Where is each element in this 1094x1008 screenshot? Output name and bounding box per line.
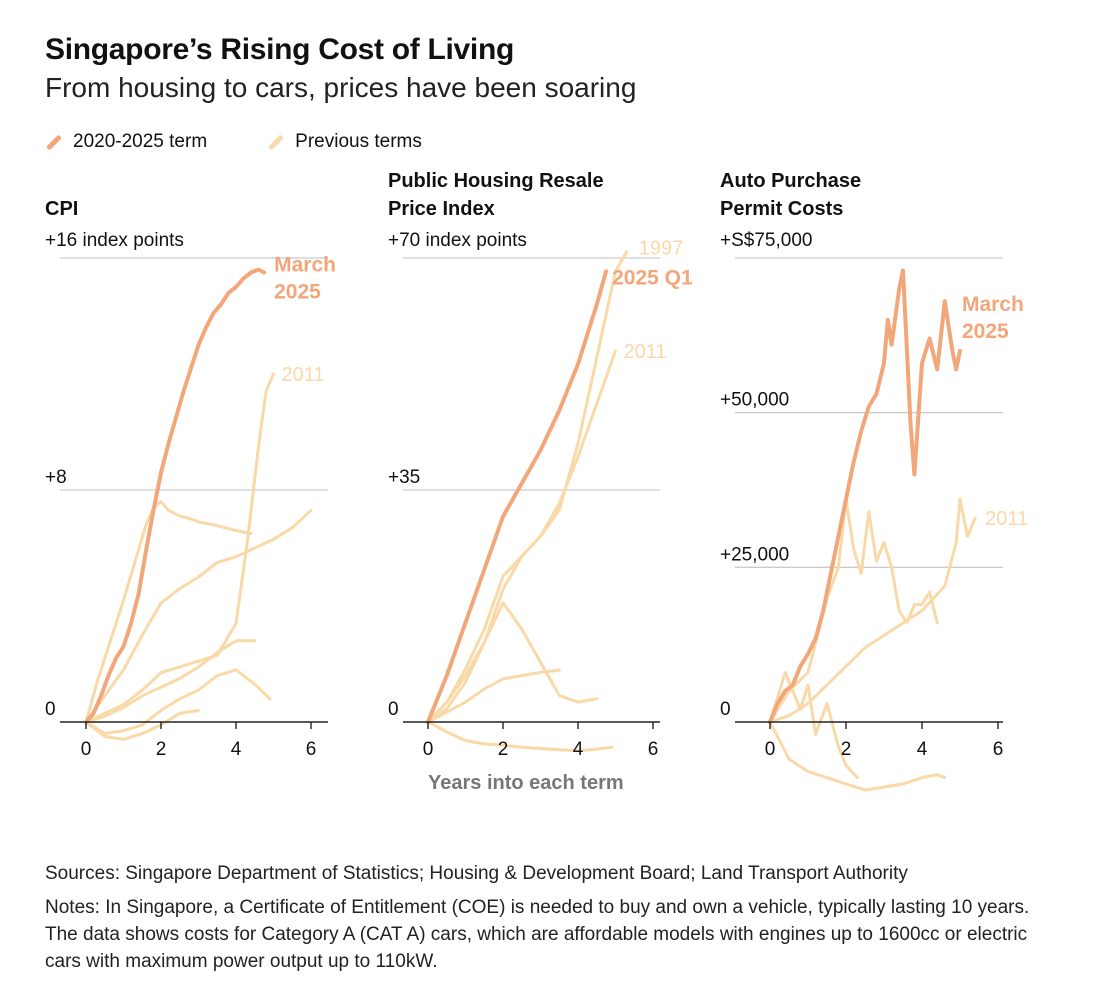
series-line-previous [426, 349, 617, 724]
sources-note: Sources: Singapore Department of Statist… [45, 863, 908, 884]
panel-unit-coe: +S$75,000 [720, 230, 813, 251]
x-tick-label: 2 [156, 739, 167, 760]
panel-title-cpi: CPI [45, 198, 79, 220]
x-tick-label: 2 [841, 739, 852, 760]
y-tick-label: 0 [720, 699, 731, 720]
series-line-current [84, 267, 267, 724]
annotation-label: March 2025 [962, 293, 1024, 343]
annotation-label: 1997 [639, 237, 684, 259]
series-line-previous [426, 249, 629, 724]
y-tick-label: 0 [388, 699, 399, 720]
y-tick-label: +35 [388, 467, 420, 488]
y-tick-label: +50,000 [720, 390, 789, 411]
series-line-current [426, 269, 609, 724]
series-line-previous [768, 497, 939, 724]
y-tick-label: 0 [45, 699, 56, 720]
series-line-previous [84, 508, 313, 724]
x-tick-label: 2 [498, 739, 509, 760]
x-tick-label: 6 [306, 739, 317, 760]
x-tick-label: 0 [423, 739, 434, 760]
x-axis-caption: Years into each term [428, 772, 624, 794]
series-line-previous [84, 639, 257, 724]
series-line-previous [84, 500, 253, 724]
annotation-label: 2011 [985, 508, 1028, 530]
panel-2: 0 +25,000 +50,000 0 2 4 6 March 2025 2011 [720, 257, 1028, 792]
series-line-previous [768, 497, 977, 724]
series-line-previous [84, 668, 272, 736]
legend-label-current: 2020-2025 term [73, 131, 208, 152]
legend-label-previous: Previous terms [295, 131, 422, 152]
series-line-previous [768, 720, 947, 792]
legend-item-previous: Previous terms [267, 131, 422, 153]
annotation-label: 2011 [624, 341, 667, 363]
notes-text: Notes: In Singapore, a Certificate of En… [45, 897, 1030, 972]
chart-title: Singapore’s Rising Cost of Living [45, 33, 515, 66]
series-line-current [768, 268, 962, 724]
annotation-label: March 2025 [274, 254, 336, 304]
x-tick-label: 0 [81, 739, 92, 760]
y-tick-label: +8 [45, 467, 67, 488]
chart-subtitle: From housing to cars, prices have been s… [45, 72, 637, 103]
x-tick-label: 4 [917, 739, 928, 760]
panel-title-coe: Auto Purchase Permit Costs [720, 170, 862, 220]
annotation-label: 2011 [282, 364, 325, 386]
annotation-label: 2025 Q1 [612, 266, 693, 289]
panel-unit-housing: +70 index points [388, 230, 527, 251]
series-line-previous [426, 601, 599, 724]
x-tick-label: 0 [765, 739, 776, 760]
panel-title-housing: Public Housing Resale Price Index [388, 170, 604, 220]
panel-0: 0 +8 0 2 4 6 March 2025 2011 [45, 254, 336, 761]
series-line-previous [426, 720, 614, 752]
legend: 2020-2025 term Previous terms [45, 131, 422, 153]
legend-item-current: 2020-2025 term [45, 131, 207, 153]
x-tick-label: 6 [648, 739, 659, 760]
series-line-previous [84, 372, 275, 724]
panel-1: 0 +35 0 2 4 6 2025 Q1 1997 2011 [388, 237, 693, 760]
panel-unit-cpi: +16 index points [45, 230, 184, 251]
x-tick-label: 6 [993, 739, 1004, 760]
series-line-previous [84, 708, 200, 741]
series-line-previous [768, 671, 859, 780]
x-tick-label: 4 [573, 739, 584, 760]
series-line-previous [426, 668, 561, 724]
x-tick-label: 4 [231, 739, 242, 760]
y-tick-label: +25,000 [720, 544, 789, 565]
